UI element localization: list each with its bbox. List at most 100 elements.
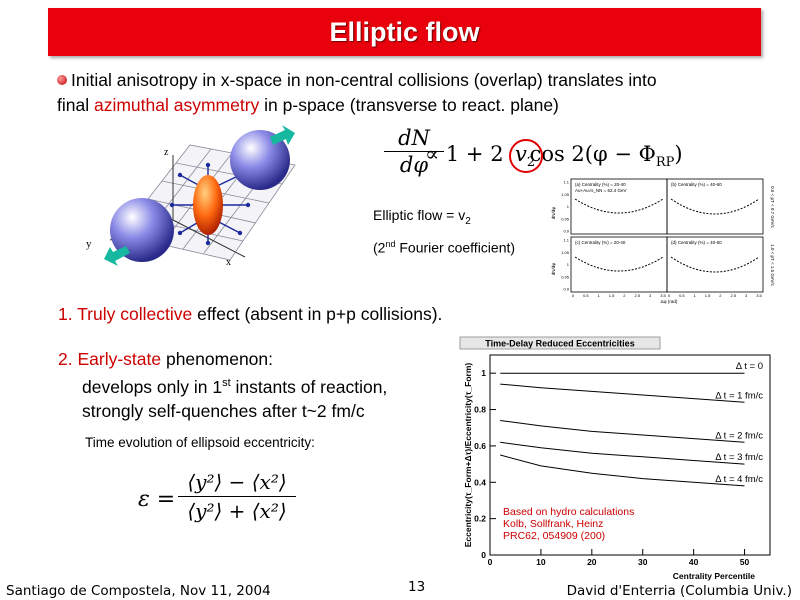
panel-b-label: (b) Centrality (%) = 40-60 — [671, 182, 722, 187]
eps-denominator: ⟨y²⟩ + ⟨x²⟩ — [187, 499, 287, 523]
eps-numerator: ⟨y²⟩ − ⟨x²⟩ — [187, 470, 287, 494]
inset-labels: (a) Centrality (%) = 20-40 Au+Au√s_NN = … — [551, 182, 775, 304]
series-line-1 — [500, 383, 745, 403]
chart-frame — [489, 354, 771, 556]
formula-denominator: dφ — [399, 153, 429, 177]
page-number: 13 — [408, 579, 426, 595]
intro-line-2: final azimuthal asymmetry in p-space (tr… — [57, 95, 559, 115]
y-tick-label: 0.4 — [474, 477, 486, 487]
inset-y-tick: 0.95 — [561, 274, 570, 279]
formula-rhs: ∝ 1 + 2 cos 2(φ − ΦRP) — [425, 142, 683, 171]
inset-dndphi-panels: (a) Centrality (%) = 20-40 Au+Au√s_NN = … — [551, 178, 775, 304]
collision-diagram: z y x — [86, 125, 296, 268]
series-label-3: Δ t = 3 fm/c — [715, 452, 763, 463]
inset-y-tick: 1.1 — [563, 238, 569, 243]
intro-line-1: Initial anisotropy in x-space in non-cen… — [57, 68, 777, 93]
series-label-4: Δ t = 4 fm/c — [715, 474, 763, 485]
inset-x-tick: 1.5 — [609, 293, 615, 298]
inset-y-tick: 1 — [567, 204, 570, 209]
inset-right-label-bottom: 1.0 < pT < 1.5 GeV/c — [770, 244, 775, 286]
series-line-3 — [500, 441, 745, 465]
inset-x-tick: 0 — [668, 293, 671, 298]
y-tick-label: 0 — [481, 550, 486, 560]
panel-b-frame — [666, 178, 764, 235]
inset-ylabel-top: dN/dφ — [551, 207, 556, 220]
annotation-line-2: Kolb, Sollfrank, Heinz — [503, 518, 603, 530]
panel-c-label: (c) Centrality (%) = 20-40 — [575, 240, 626, 245]
point-2: 2. Early-state phenomenon: develops only… — [58, 347, 387, 423]
formula-bar — [384, 151, 444, 152]
inset-x-tick: 1 — [598, 293, 601, 298]
inset-y-tick: 1 — [567, 262, 570, 267]
elliptic-note-line-1: Elliptic flow = v2 — [373, 207, 471, 227]
chart-title: Time-Delay Reduced Eccentricities — [485, 339, 634, 349]
nucleus-right — [230, 130, 290, 190]
early-state-highlight: Early-state — [77, 349, 162, 369]
x-tick-label: 10 — [536, 557, 546, 567]
y-tick-label: 0.6 — [474, 441, 486, 451]
inset-x-tick: 3 — [649, 293, 652, 298]
title-bar — [48, 8, 761, 56]
chart-lines — [500, 372, 745, 487]
panel-a-curve — [574, 198, 664, 214]
inset-y-tick: 1.1 — [563, 180, 569, 185]
eps-bar — [178, 496, 296, 497]
x-tick-label: 20 — [587, 557, 597, 567]
panel-c-frame — [570, 236, 668, 293]
elliptic-note-line-2: (2nd Fourier coefficient) — [373, 238, 516, 256]
inset-x-tick: 0.5 — [679, 293, 685, 298]
time-evolution-label: Time evolution of ellipsoid eccentricity… — [85, 435, 315, 450]
axis-x-label: x — [226, 257, 231, 268]
series-label-1: Δ t = 1 fm/c — [715, 390, 763, 401]
panel-d-curve — [670, 256, 760, 273]
panel-a-label: (a) Centrality (%) = 20-40 — [575, 182, 626, 187]
point-2-rest: phenomenon: — [161, 349, 274, 369]
inset-x-tick: 3 — [745, 293, 748, 298]
inset-y-tick: 1.05 — [561, 192, 570, 197]
annotation-line-3: PRC62, 054909 (200) — [503, 530, 605, 542]
point-2-line-1: 2. Early-state phenomenon: — [58, 347, 387, 371]
x-tick-label: 50 — [740, 557, 750, 567]
series-label-0: Δ t = 0 — [736, 361, 763, 372]
x-tick-label: 40 — [689, 557, 699, 567]
panel-c-curve — [574, 256, 664, 272]
eccentricity-chart: Time-Delay Reduced Eccentricities 0 0.2 0.… — [459, 336, 771, 581]
footer-left: Santiago de Compostela, Nov 11, 2004 — [6, 583, 271, 599]
point-2-line-2: develops only in 1st instants of reactio… — [82, 376, 388, 397]
point-1-number: 1. Truly — [58, 304, 121, 324]
intro-text: Initial anisotropy in x-space in non-cen… — [57, 68, 777, 118]
inset-x-tick: 0 — [572, 293, 575, 298]
panel-b-curve — [670, 198, 760, 215]
inset-x-tick: 2.5 — [731, 293, 737, 298]
y-tick-label: 0.8 — [474, 405, 486, 415]
formula-fraction: dN dφ — [378, 126, 450, 177]
chart-ylabel: Eccentricity(τ_Form+Δτ)/Eccentricity(τ_F… — [463, 363, 473, 548]
series-label-2: Δ t = 2 fm/c — [715, 430, 763, 441]
panel-a-sublabel: Au+Au√s_NN = 62.4 GeV — [575, 188, 627, 193]
inset-x-tick: 2.5 — [635, 293, 641, 298]
inset-right-label-top: 0.6 < pT < 0.7 GeV/c — [770, 186, 775, 228]
x-tick-label: 30 — [638, 557, 648, 567]
elliptic-flow-note: Elliptic flow = v2 (2nd Fourier coeffici… — [373, 204, 515, 258]
formula-numerator: dN — [398, 126, 430, 150]
v2-highlight-circle — [509, 139, 543, 173]
x-tick-label: 0 — [488, 557, 493, 567]
slide-title: Elliptic flow — [329, 17, 480, 47]
annotation-line-1: Based on hydro calculations — [503, 506, 634, 518]
inset-ylabel-bottom: dN/dφ — [551, 263, 556, 276]
chart-title-box — [459, 336, 661, 350]
series-line-2 — [500, 420, 745, 443]
inset-x-tick: 2 — [719, 293, 722, 298]
inset-x-tick: 1 — [694, 293, 697, 298]
point-1: 1. Truly collective effect (absent in p+… — [58, 302, 442, 326]
point-2-line-3: strongly self-quenches after t~2 fm/c — [82, 400, 365, 421]
collective-highlight: collective — [120, 304, 193, 324]
footer-right: David d'Enterria (Columbia Univ.) — [566, 583, 792, 599]
chart-ticks: 00.20.40.60.810 10 20 30 40 50 — [474, 368, 749, 567]
inset-x-tick: 2 — [623, 293, 626, 298]
eps-fraction: ⟨y²⟩ − ⟨x²⟩ ⟨y²⟩ + ⟨x²⟩ — [178, 468, 296, 525]
inset-x-tick: 1.5 — [705, 293, 711, 298]
inset-x-tick: 0.5 — [583, 293, 589, 298]
axis-y-label: y — [86, 238, 92, 250]
